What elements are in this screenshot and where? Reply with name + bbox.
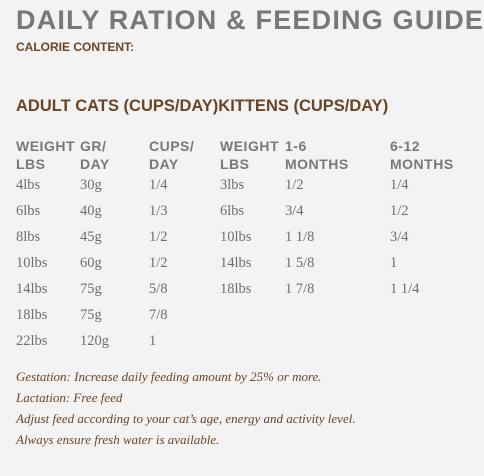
note: Lactation: Free feed [16, 390, 123, 405]
table-cell: 30g [80, 177, 102, 193]
note: Always ensure fresh water is available. [16, 432, 220, 447]
column-header: LBS [220, 156, 250, 172]
table-cell: 6lbs [16, 203, 41, 219]
table-cell: 40g [80, 203, 102, 219]
table-cell: 22lbs [16, 333, 48, 349]
section-title: ADULT CATS (CUPS/DAY)KITTENS (CUPS/DAY) [16, 97, 389, 115]
table-cell: 18lbs [220, 281, 252, 297]
table-cell: 1/4 [390, 177, 409, 193]
table-cell: 7/8 [149, 307, 168, 323]
column-header: GR/ [80, 138, 107, 154]
table-cell: 1/4 [149, 177, 168, 193]
table-cell: 120g [80, 333, 109, 349]
table-cell: 4lbs [16, 177, 41, 193]
table-cell: 1 1/8 [285, 229, 315, 245]
table-cell: 1/2 [390, 203, 409, 219]
table-cell: 8lbs [16, 229, 41, 245]
table-cell: 1 [149, 333, 157, 349]
table-cell: 6lbs [220, 203, 245, 219]
table-cell: 3/4 [390, 229, 409, 245]
column-header: DAY [80, 156, 110, 172]
column-header: MONTHS [390, 156, 454, 172]
column-header: WEIGHT [220, 138, 279, 154]
table-cell: 18lbs [16, 307, 48, 323]
calorie-label: CALORIE CONTENT: [16, 40, 134, 54]
note: Adjust feed according to your cat’s age,… [16, 411, 356, 426]
table-cell: 75g [80, 281, 102, 297]
table-cell: 1/2 [149, 229, 168, 245]
table-cell: 1/3 [149, 203, 168, 219]
table-cell: 1 [390, 255, 398, 271]
column-header: WEIGHT [16, 138, 75, 154]
table-cell: 10lbs [220, 229, 252, 245]
table-cell: 3lbs [220, 177, 245, 193]
column-header: 1-6 [285, 138, 307, 154]
table-cell: 14lbs [16, 281, 48, 297]
table-cell: 45g [80, 229, 102, 245]
table-cell: 5/8 [149, 281, 168, 297]
table-cell: 1 7/8 [285, 281, 315, 297]
note: Gestation: Increase daily feeding amount… [16, 369, 322, 384]
table-cell: 1 5/8 [285, 255, 315, 271]
table-cell: 3/4 [285, 203, 304, 219]
table-cell: 1 1/4 [390, 281, 420, 297]
table-cell: 75g [80, 307, 102, 323]
column-header: CUPS/ [149, 138, 195, 154]
table-cell: 60g [80, 255, 102, 271]
title: DAILY RATION & FEEDING GUIDE [16, 5, 484, 35]
column-header: 6-12 [390, 138, 421, 154]
column-header: MONTHS [285, 156, 349, 172]
column-header: LBS [16, 156, 46, 172]
table-cell: 14lbs [220, 255, 252, 271]
table-cell: 1/2 [285, 177, 304, 193]
table-cell: 1/2 [149, 255, 168, 271]
column-header: DAY [149, 156, 179, 172]
table-cell: 10lbs [16, 255, 48, 271]
